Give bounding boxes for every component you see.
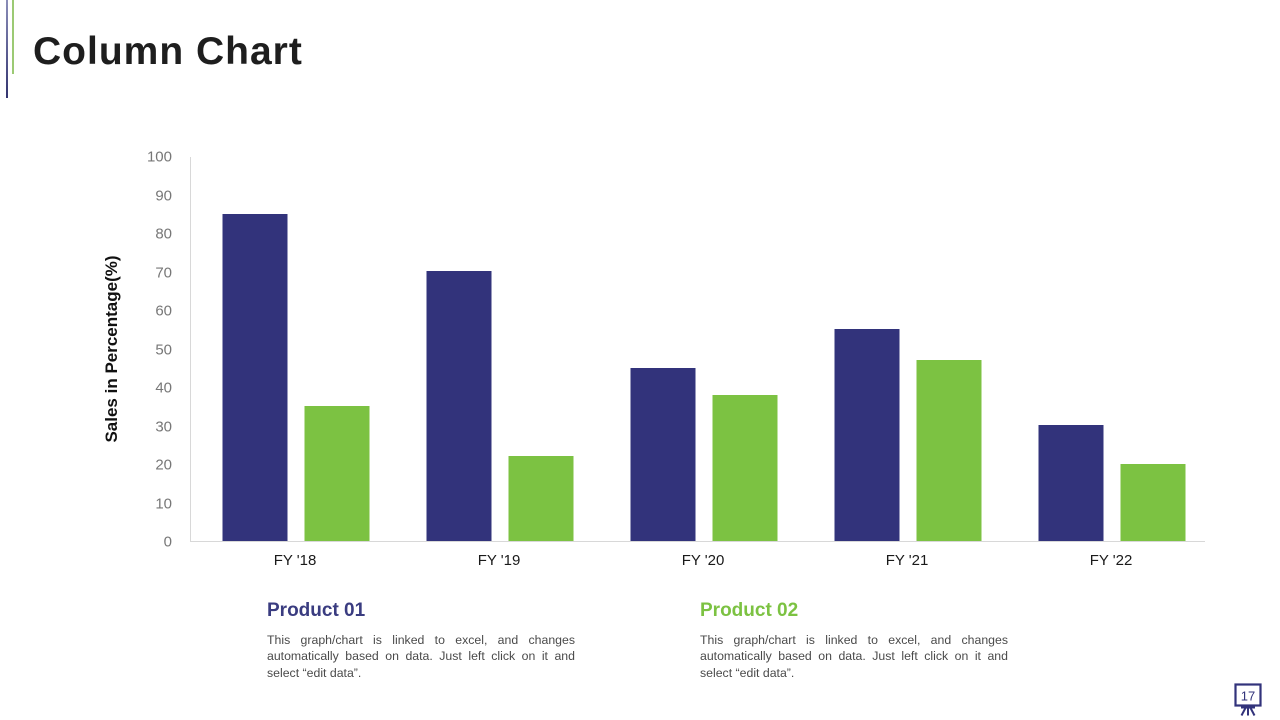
bar-product-01-fy-22[interactable] — [1038, 425, 1104, 541]
x-tick-fy-22: FY '22 — [1089, 552, 1133, 569]
flipchart-icon: 17 — [1234, 683, 1262, 716]
accent-line-blue — [6, 0, 8, 98]
slide-number-badge: 17 — [1234, 683, 1262, 717]
x-tick-fy-21: FY '21 — [885, 552, 929, 569]
y-tick-60: 60 — [155, 302, 172, 320]
y-tick-0: 0 — [163, 533, 172, 551]
legend-description-product-01: This graph/chart is linked to excel, and… — [267, 633, 575, 680]
y-tick-100: 100 — [146, 148, 172, 166]
bar-product-01-fy-21[interactable] — [834, 329, 900, 541]
y-tick-70: 70 — [155, 264, 172, 281]
y-tick-20: 20 — [155, 456, 172, 474]
bar-product-02-fy-18[interactable] — [304, 406, 370, 541]
bar-group-fy-19 — [426, 271, 574, 541]
y-tick-10: 10 — [155, 495, 172, 512]
legend-description-product-02: This graph/chart is linked to excel, and… — [700, 633, 1008, 680]
bar-product-01-fy-18[interactable] — [222, 214, 288, 541]
bar-product-01-fy-20[interactable] — [630, 368, 696, 541]
bar-group-fy-22 — [1038, 425, 1186, 541]
legend-item-product-02: Product 02 This graph/chart is linked to… — [700, 600, 1008, 681]
bar-group-fy-18 — [222, 214, 370, 541]
y-axis-tick-labels: 0 10 20 30 40 50 60 70 80 90 100 — [0, 150, 181, 550]
x-tick-fy-20: FY '20 — [681, 552, 725, 569]
accent-line-green — [12, 0, 14, 74]
x-axis-labels: FY '18 FY '19 FY '20 FY '21 FY '22 — [190, 543, 1205, 573]
bar-product-02-fy-19[interactable] — [508, 456, 574, 541]
bar-product-02-fy-21[interactable] — [916, 360, 982, 541]
bar-group-fy-20 — [630, 368, 778, 541]
bar-product-02-fy-22[interactable] — [1120, 464, 1186, 541]
x-tick-fy-18: FY '18 — [273, 552, 317, 569]
bar-product-01-fy-19[interactable] — [426, 271, 492, 541]
slide-title: Column Chart — [33, 30, 303, 73]
y-tick-90: 90 — [155, 187, 172, 204]
bar-product-02-fy-20[interactable] — [712, 395, 778, 541]
y-tick-50: 50 — [155, 341, 172, 358]
y-tick-80: 80 — [155, 225, 172, 243]
bar-group-fy-21 — [834, 329, 982, 541]
plot-area[interactable] — [190, 157, 1205, 542]
legend-item-product-01: Product 01 This graph/chart is linked to… — [267, 600, 575, 681]
legend-label-product-01: Product 01 — [267, 600, 366, 621]
y-tick-40: 40 — [155, 379, 172, 397]
legend-label-product-02: Product 02 — [700, 600, 799, 621]
slide-number: 17 — [1241, 689, 1255, 704]
x-tick-fy-19: FY '19 — [477, 552, 521, 569]
y-tick-30: 30 — [155, 418, 172, 435]
